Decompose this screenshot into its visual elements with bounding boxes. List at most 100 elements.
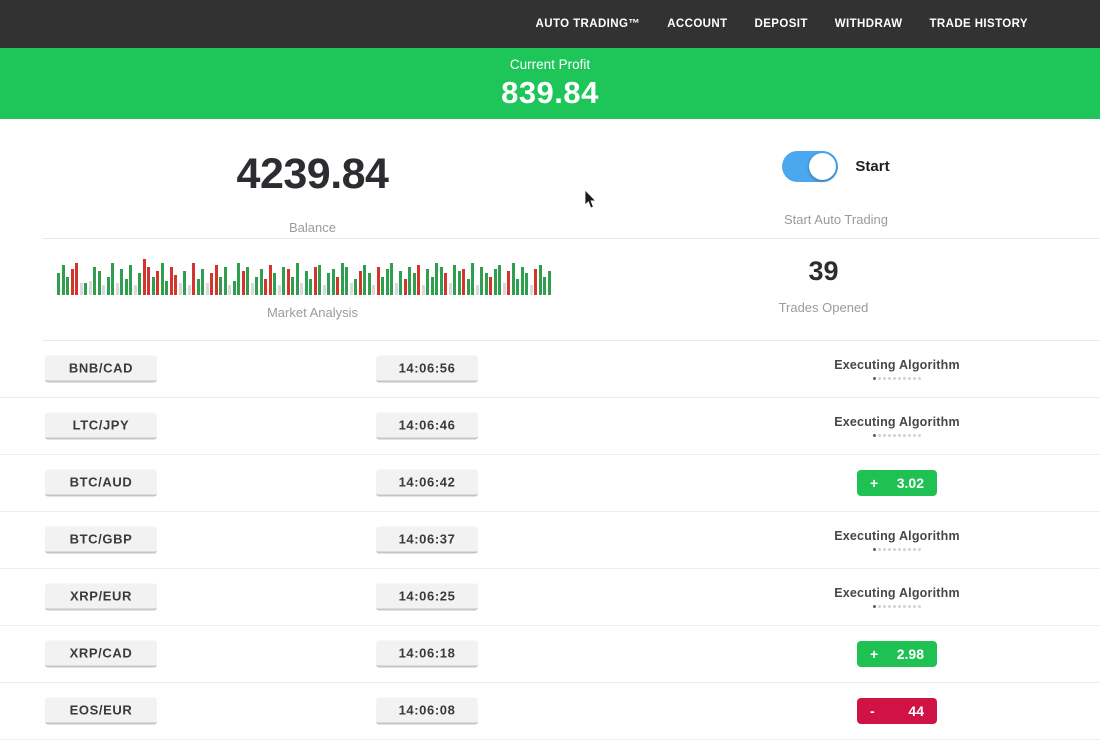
- table-row: BTC/AUD 14:06:42 +3.02: [0, 455, 1100, 512]
- auto-trading-caption: Start Auto Trading: [783, 212, 889, 227]
- pair-chip: EOS/EUR: [45, 697, 157, 725]
- progress-dot-icon: [883, 548, 886, 551]
- chart-bar: [520, 267, 524, 295]
- divider: [43, 340, 1100, 341]
- result-sign: -: [870, 703, 875, 719]
- chart-bar: [385, 269, 389, 295]
- balance-block: 4239.84 Balance: [0, 150, 625, 235]
- chart-bar: [480, 267, 483, 295]
- progress-dot-icon: [883, 605, 886, 608]
- progress-dot-icon: [878, 377, 881, 380]
- progress-dot-icon: [913, 605, 916, 608]
- progress-dot-icon: [913, 548, 916, 551]
- progress-dot-icon: [893, 548, 896, 551]
- chart-bar: [106, 277, 110, 295]
- chart-bar: [174, 275, 177, 295]
- progress-dot-icon: [878, 548, 881, 551]
- progress-dot-icon: [908, 434, 911, 437]
- chart-bar: [435, 263, 438, 295]
- executing-label: Executing Algorithm: [834, 358, 960, 372]
- chart-bar: [457, 271, 461, 295]
- chart-bar: [502, 283, 506, 295]
- nav-item-account[interactable]: ACCOUNT: [667, 18, 728, 30]
- progress-dot-icon: [903, 548, 906, 551]
- pair-chip: XRP/EUR: [45, 583, 157, 611]
- chart-bar: [304, 271, 308, 295]
- chart-bar: [264, 279, 267, 295]
- progress-dot-icon: [888, 605, 891, 608]
- chart-bar: [489, 277, 492, 295]
- chart-bar: [439, 267, 443, 295]
- progress-dot-icon: [888, 434, 891, 437]
- chart-bar: [471, 263, 474, 295]
- mouse-cursor-icon: [584, 190, 597, 209]
- chart-bar: [129, 265, 132, 295]
- nav-item-withdraw[interactable]: WITHDRAW: [834, 18, 903, 30]
- nav-item-trade-history[interactable]: TRADE HISTORY: [929, 18, 1028, 30]
- progress-dot-icon: [898, 548, 901, 551]
- chart-bar: [493, 269, 497, 295]
- progress-dot-icon: [873, 377, 876, 380]
- chart-bar: [390, 263, 393, 295]
- chart-bar: [120, 269, 123, 295]
- chart-bar: [250, 283, 254, 295]
- chart-bar: [381, 277, 384, 295]
- time-chip: 14:06:08: [376, 697, 478, 725]
- chart-bar: [322, 285, 326, 295]
- progress-dot-icon: [908, 605, 911, 608]
- chart-bar: [313, 267, 317, 295]
- market-analysis-chart: [57, 255, 563, 295]
- nav-item-auto-trading[interactable]: AUTO TRADING™: [535, 18, 641, 30]
- chart-bar: [178, 283, 182, 295]
- chart-bar: [151, 277, 155, 295]
- chart-bar: [201, 269, 204, 295]
- progress-dot-icon: [893, 434, 896, 437]
- auto-trading-block: Start Start Auto Trading: [676, 151, 996, 227]
- time-chip: 14:06:18: [376, 640, 478, 668]
- chart-bar: [462, 269, 465, 295]
- chart-bar: [354, 279, 357, 295]
- progress-dot-icon: [898, 377, 901, 380]
- trade-status: Executing Algorithm: [790, 586, 1004, 608]
- chart-bar: [187, 285, 191, 295]
- chart-bar: [331, 269, 335, 295]
- chart-bar: [124, 279, 128, 295]
- chart-bar: [417, 265, 420, 295]
- progress-dot-icon: [903, 605, 906, 608]
- chart-bar: [192, 263, 195, 295]
- top-nav: AUTO TRADING™ ACCOUNT DEPOSIT WITHDRAW TRADE…: [0, 0, 1100, 48]
- market-analysis-caption: Market Analysis: [266, 305, 359, 320]
- time-chip: 14:06:42: [376, 469, 478, 497]
- chart-bar: [367, 273, 371, 295]
- result-badge: - 44: [857, 698, 937, 724]
- chart-bar: [183, 271, 186, 295]
- chart-bar: [88, 281, 92, 295]
- chart-bar: [547, 271, 551, 295]
- progress-dot-icon: [908, 548, 911, 551]
- chart-bar: [295, 263, 299, 295]
- progress-dot-icon: [873, 434, 876, 437]
- chart-bar: [142, 259, 146, 295]
- balance-caption: Balance: [289, 220, 336, 235]
- chart-bar: [241, 271, 245, 295]
- chart-bar: [70, 269, 74, 295]
- result-amount: 2.98: [896, 646, 924, 662]
- chart-bar: [300, 283, 303, 295]
- chart-bar: [534, 269, 537, 295]
- chart-bar: [516, 279, 519, 295]
- auto-trading-toggle[interactable]: [782, 151, 839, 182]
- pair-chip: XRP/CAD: [45, 640, 157, 668]
- chart-bar: [475, 285, 479, 295]
- balance-value: 4239.84: [236, 150, 389, 198]
- pair-chip: BTC/AUD: [45, 469, 157, 497]
- auto-trading-toggle-row: Start: [782, 151, 890, 182]
- chart-bar: [232, 281, 236, 295]
- progress-dot-icon: [898, 605, 901, 608]
- chart-bar: [376, 267, 380, 295]
- chart-bar: [291, 277, 294, 295]
- chart-bar: [102, 285, 105, 295]
- trade-status: +2.98: [790, 641, 1004, 667]
- chart-bar: [358, 271, 362, 295]
- nav-item-deposit[interactable]: DEPOSIT: [754, 18, 808, 30]
